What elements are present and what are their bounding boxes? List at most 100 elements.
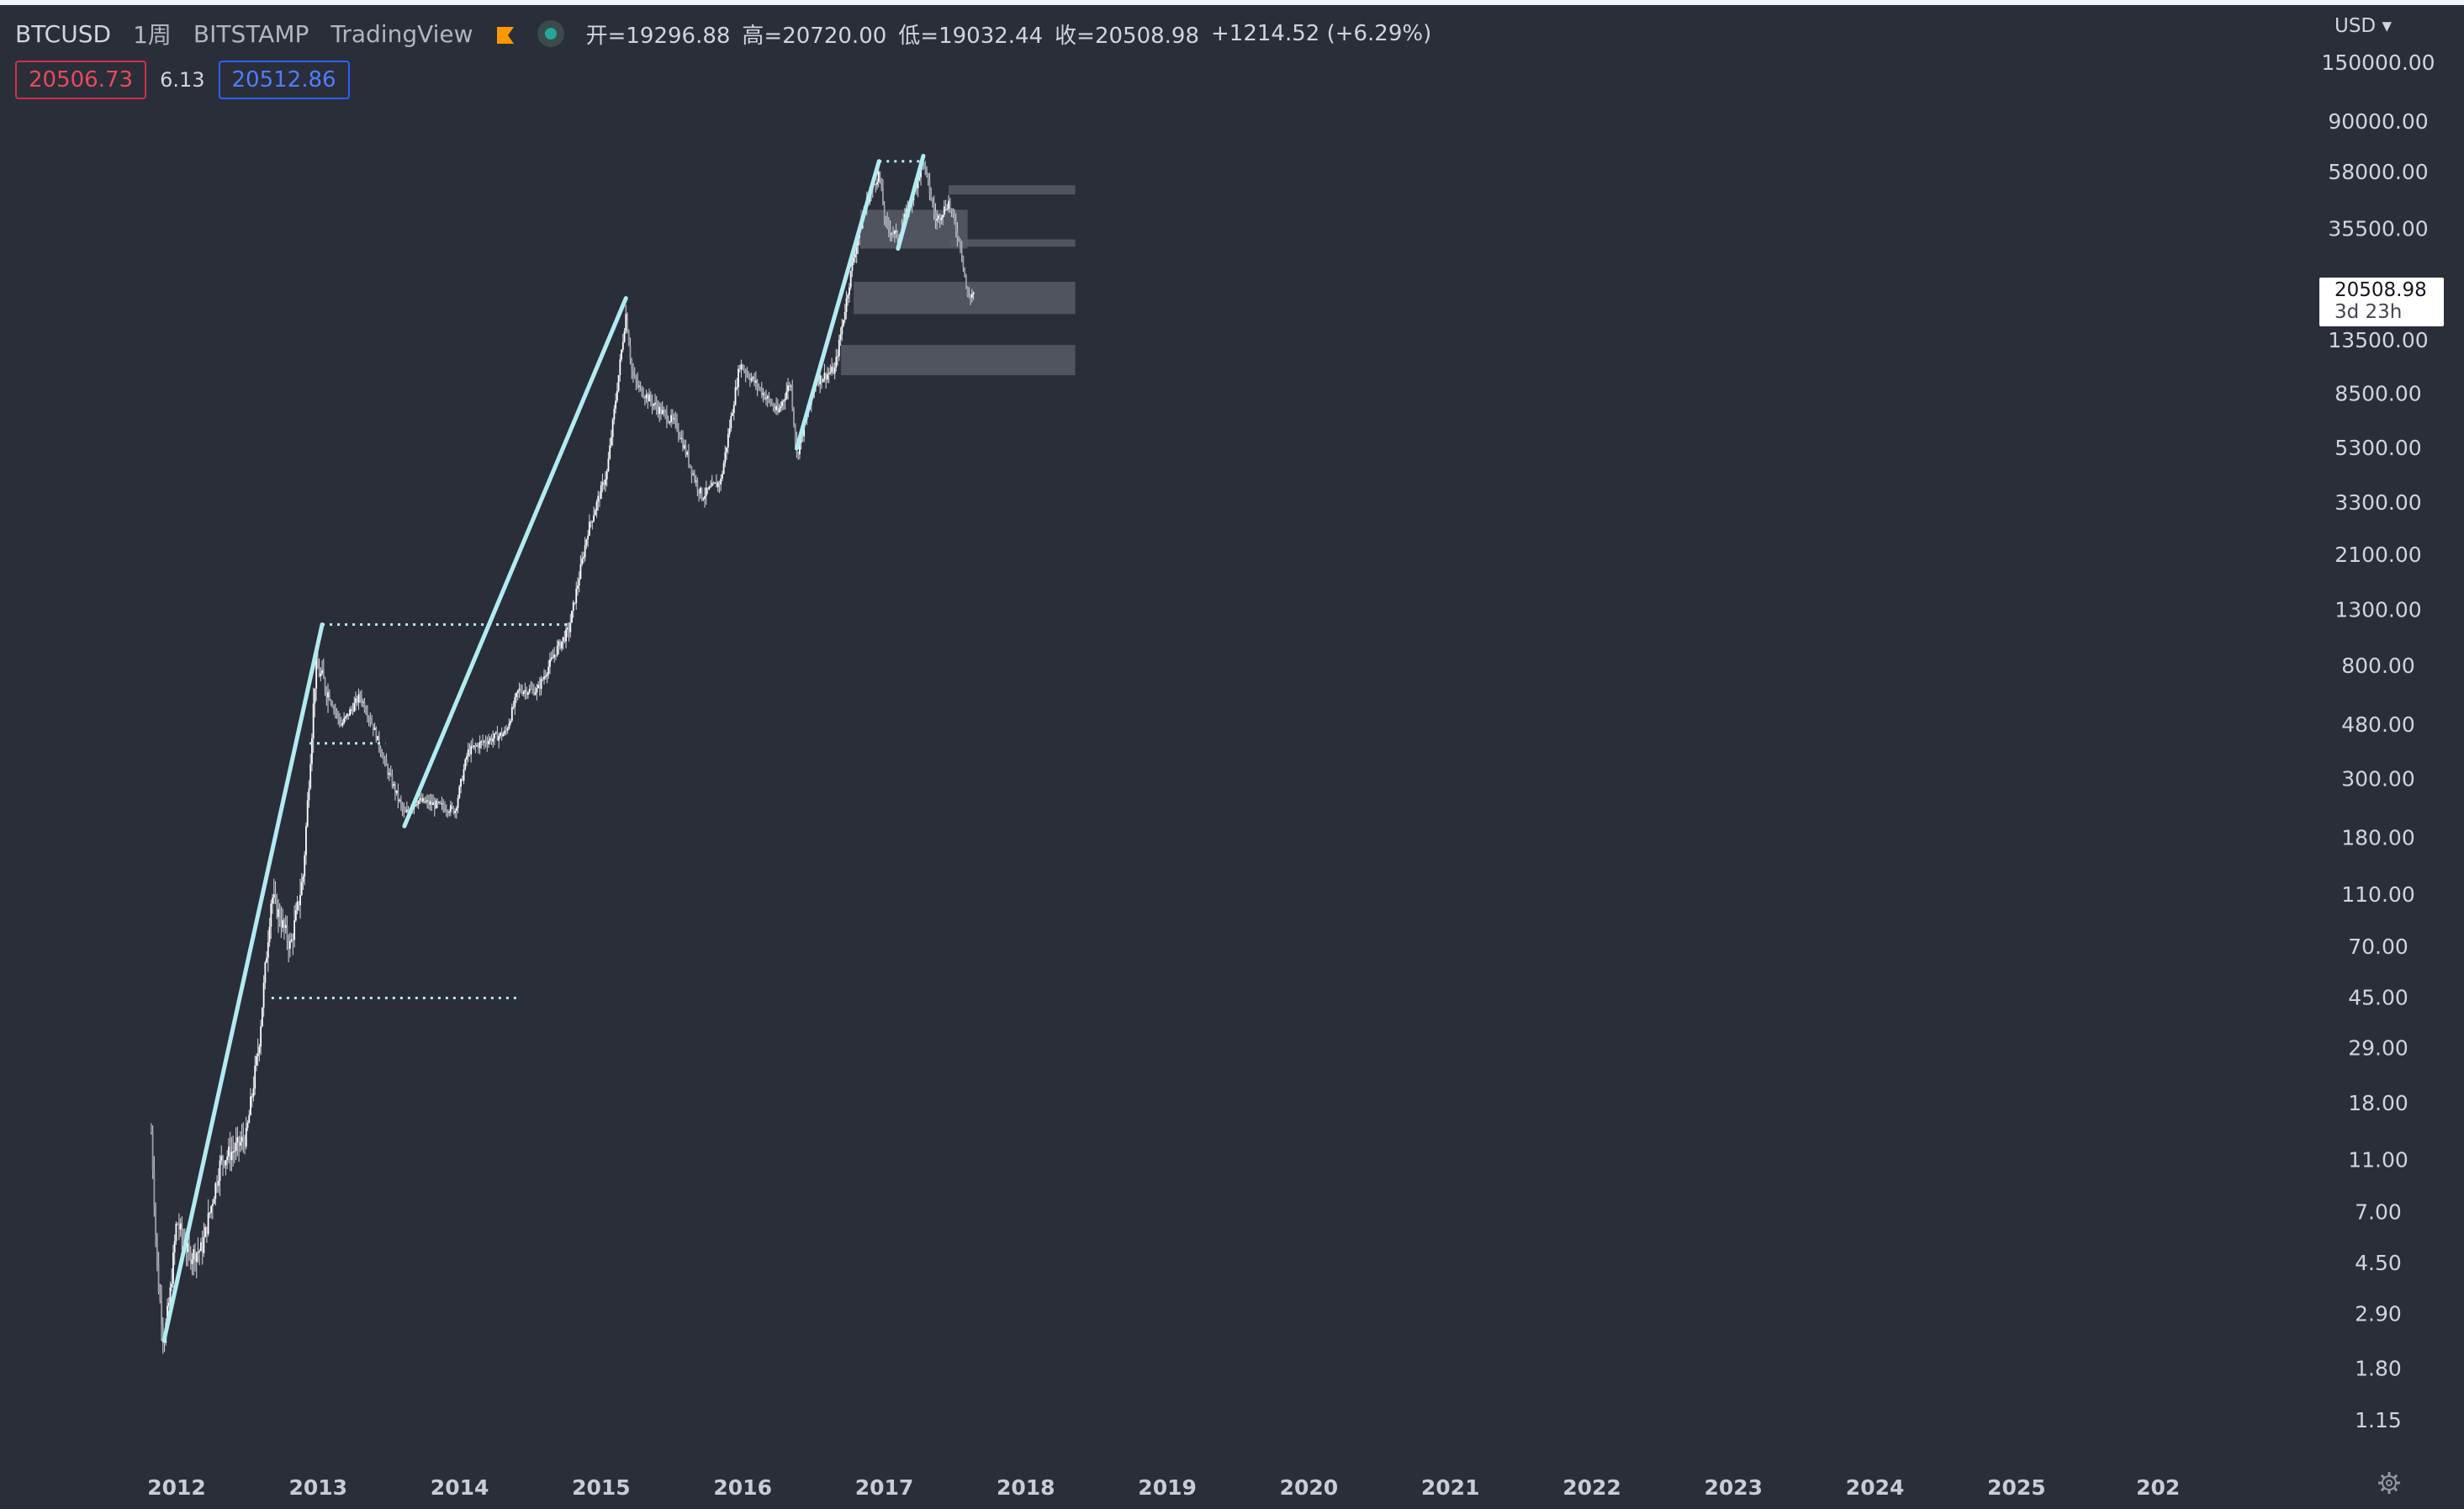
candle-body [748, 378, 751, 381]
candle-body [954, 220, 957, 231]
candle-body [161, 1324, 164, 1338]
candle-body [276, 897, 278, 918]
candle-body [527, 692, 529, 696]
currency-selector[interactable]: USD ▾ [2334, 15, 2392, 37]
candle-body [956, 230, 959, 239]
candle-body [157, 1263, 160, 1292]
candle-body [605, 471, 608, 479]
candle-body [210, 1205, 212, 1213]
candle-body [613, 409, 616, 420]
candle-body [695, 480, 697, 482]
candle-body [942, 214, 944, 218]
candle-body [451, 805, 453, 807]
candle-body [397, 790, 399, 801]
candle-body [193, 1249, 195, 1260]
candle-body [191, 1259, 193, 1264]
candle-body [851, 262, 854, 272]
candle-body [785, 391, 788, 399]
price-tick-label: 18.00 [2348, 1091, 2408, 1115]
candle-body [282, 919, 284, 928]
candle-body [876, 182, 878, 185]
market-status-icon[interactable] [537, 20, 564, 47]
candle-body [594, 510, 596, 516]
candle-body [252, 1088, 255, 1097]
candle-body [482, 741, 484, 743]
candle-body [383, 758, 386, 760]
candle-body [477, 744, 479, 749]
candle-body [228, 1146, 230, 1157]
candle-body [461, 779, 463, 781]
candle-body [355, 698, 357, 703]
interval-label[interactable]: 1周 [133, 21, 172, 49]
candle-body [498, 735, 500, 741]
ohlc-low: 低=19032.44 [898, 23, 1044, 49]
symbol-name[interactable]: BTCUSD [15, 19, 112, 48]
ask-price-button[interactable]: 20512.86 [218, 61, 350, 99]
candle-body [365, 709, 367, 713]
candle-body [444, 807, 446, 812]
candle-body [788, 384, 790, 387]
candle-body [689, 464, 691, 467]
candle-body [251, 1096, 253, 1098]
candle-body [565, 629, 567, 642]
candle-body [214, 1183, 217, 1199]
symbol-legend[interactable]: BTCUSD 1周 BITSTAMP TradingView 开=19296.8… [15, 15, 1443, 52]
candle-body [532, 689, 535, 695]
time-tick-label: 2016 [713, 1475, 772, 1500]
flag-icon[interactable] [495, 24, 516, 44]
bid-price-button[interactable]: 20506.73 [15, 61, 147, 99]
candle-body [883, 204, 886, 220]
candle-body [660, 406, 662, 415]
candle-body [187, 1243, 189, 1252]
candle-body [309, 764, 312, 789]
candle-body [492, 738, 494, 742]
candle-body [584, 545, 586, 558]
candle-body [827, 373, 828, 380]
candle-body [403, 809, 405, 812]
candle-body [705, 487, 707, 496]
candle-body [244, 1141, 246, 1147]
candle-body [829, 372, 832, 373]
candle-body [603, 482, 605, 485]
price-tick-label: 1.80 [2355, 1357, 2402, 1381]
price-tick-label: 150000.00 [2321, 50, 2435, 75]
candle-body [201, 1242, 204, 1253]
candle-body [371, 722, 373, 724]
candle-body [780, 406, 782, 409]
gear-icon[interactable] [2377, 1470, 2402, 1496]
price-tick-label: 300.00 [2341, 767, 2414, 792]
candle-body [395, 790, 398, 793]
candle-body [226, 1156, 229, 1161]
candle-body [718, 482, 721, 484]
exchange-label: BITSTAMP [193, 19, 309, 48]
candle-body [520, 688, 522, 692]
candle-body [550, 657, 553, 660]
candle-body [605, 479, 606, 485]
candle-body [442, 803, 445, 807]
candle-body [784, 398, 786, 401]
candle-body [698, 490, 701, 494]
candle-body [391, 775, 394, 786]
candle-body [379, 747, 382, 754]
candle-body [736, 387, 738, 389]
candle-body [558, 641, 560, 646]
price-tick-label: 7.00 [2355, 1200, 2402, 1225]
price-tick-label: 1300.00 [2334, 598, 2421, 622]
candle-body [699, 487, 701, 494]
price-tick-label: 180.00 [2341, 826, 2414, 850]
spread-value: 6.13 [160, 68, 205, 92]
candle-body [677, 429, 679, 435]
candle-body [560, 641, 563, 649]
candle-body [563, 637, 566, 642]
level-layer [271, 160, 923, 1000]
candle-body [948, 200, 949, 209]
candle-body [266, 957, 267, 963]
candle-body [429, 801, 431, 805]
candle-body [369, 718, 372, 723]
candle-body [173, 1241, 176, 1252]
candle-body [778, 408, 780, 413]
candle-body [877, 171, 880, 183]
candle-body [536, 688, 538, 693]
candle-body [585, 539, 588, 546]
